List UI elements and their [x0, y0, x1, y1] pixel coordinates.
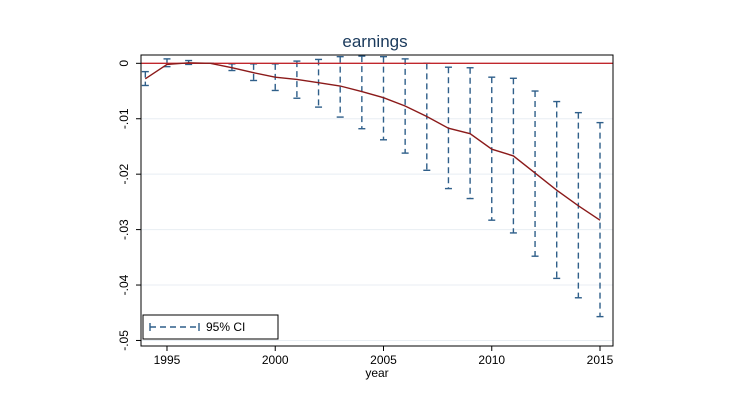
x-axis-title: year	[365, 366, 388, 380]
gridlines	[141, 118, 613, 341]
ci-bar	[509, 77, 517, 234]
y-tick-label: 0	[117, 60, 131, 67]
x-axis: 1995 2000 2005 2010 2015	[154, 346, 614, 367]
y-tick-label: -.04	[117, 274, 131, 295]
y-axis: 0 -.01 -.02 -.03 -.04 -.05	[117, 60, 141, 351]
x-tick-label: 2000	[262, 353, 289, 367]
chart-title: earnings	[342, 32, 407, 51]
estimate-line	[144, 62, 601, 221]
y-tick-label: -.05	[117, 330, 131, 351]
ci-bar	[553, 100, 561, 280]
ci-bar	[141, 70, 149, 87]
x-tick-label: 2015	[587, 353, 614, 367]
ci-bar	[336, 55, 344, 118]
legend-label-ci: 95% CI	[206, 320, 245, 334]
ci-bar	[293, 60, 301, 99]
x-tick-label: 2010	[478, 353, 505, 367]
ci-bar	[596, 121, 604, 318]
ci-bar	[358, 55, 366, 130]
y-tick-label: -.01	[117, 108, 131, 129]
plot-frame	[140, 54, 614, 347]
ci-bar	[401, 58, 409, 154]
legend-ci-sample	[149, 323, 200, 331]
estimate-line-group	[144, 62, 601, 221]
y-tick-label: -.03	[117, 219, 131, 240]
x-tick-label: 1995	[154, 353, 181, 367]
y-tick-label: -.02	[117, 164, 131, 185]
x-tick-label: 2005	[370, 353, 397, 367]
legend: 95% CI	[142, 314, 279, 340]
